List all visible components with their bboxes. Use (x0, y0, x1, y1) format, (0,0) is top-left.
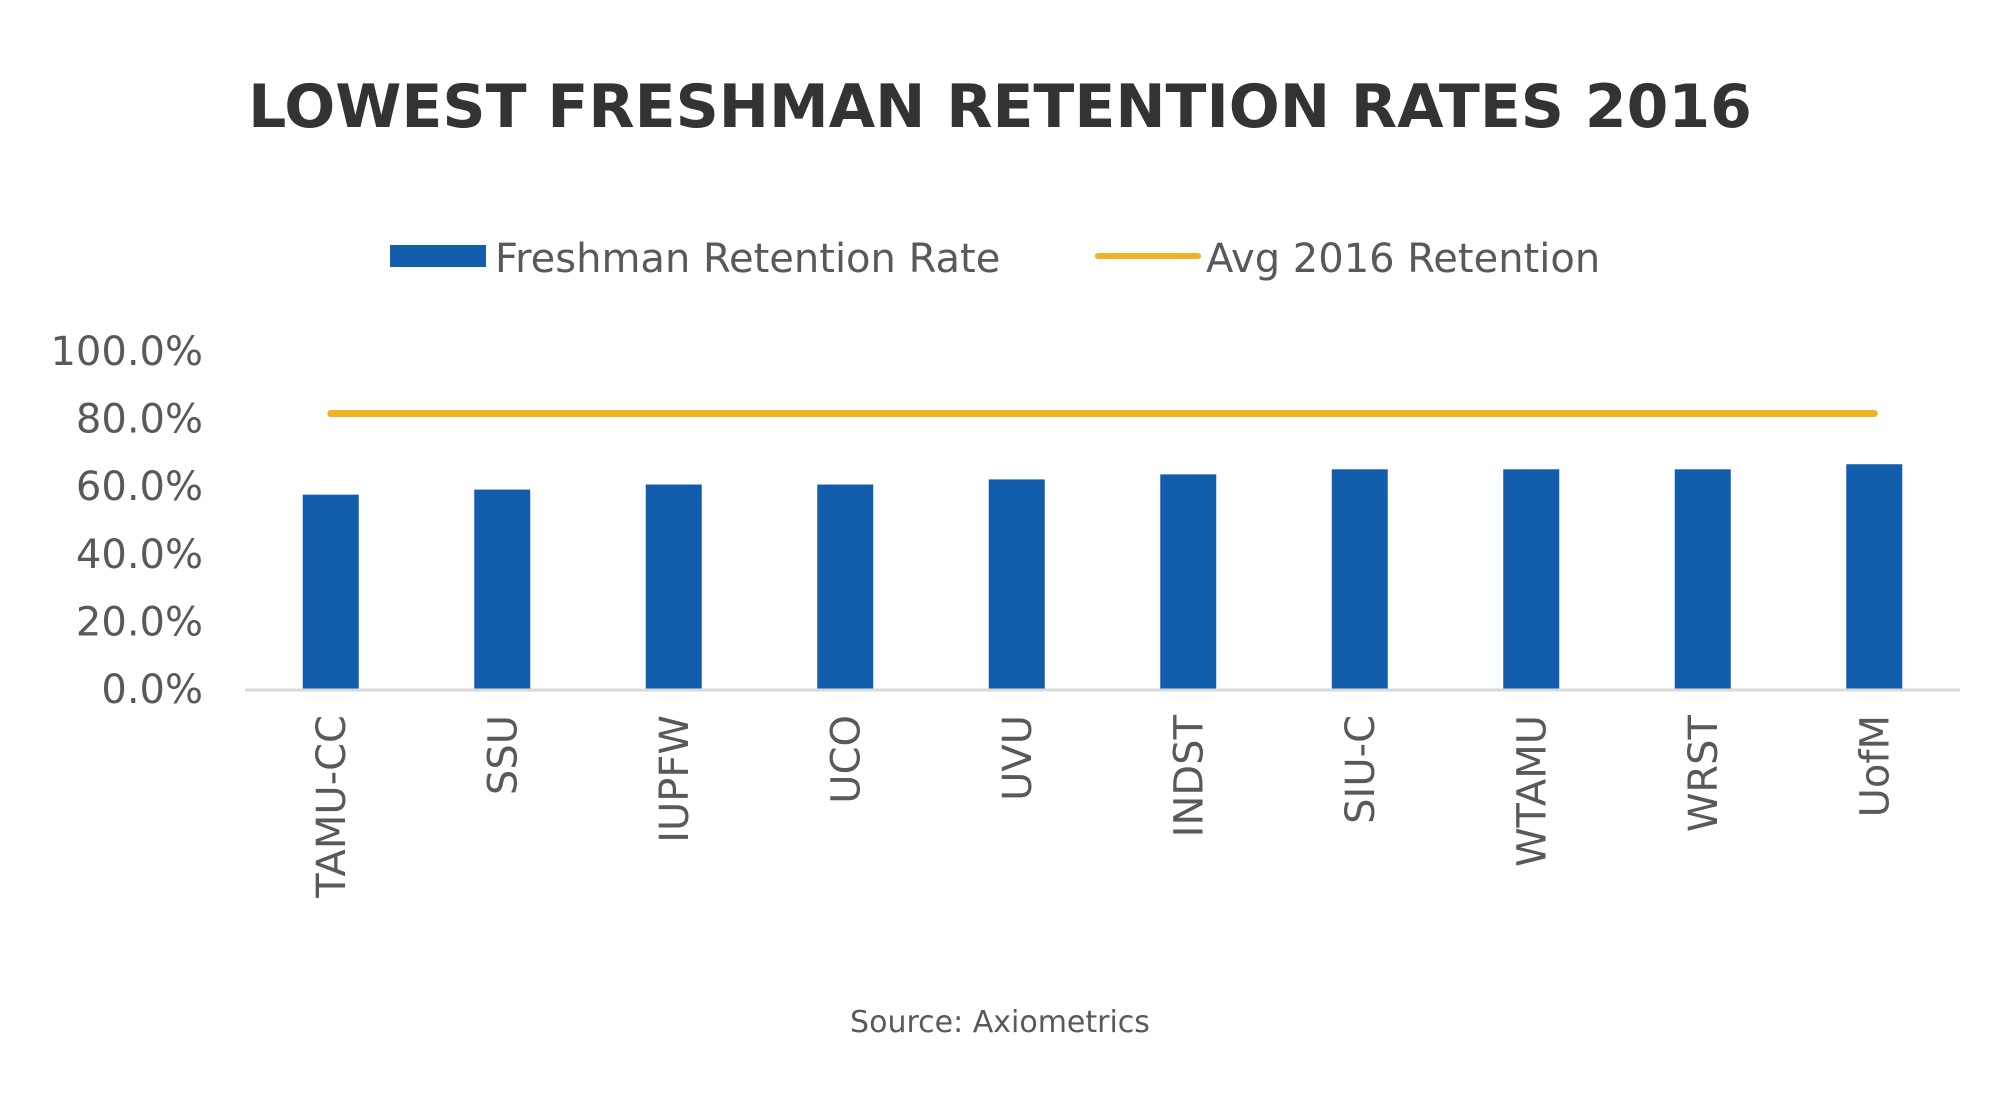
y-tick-label: 0.0% (101, 667, 203, 713)
x-tick-label: UCO (823, 715, 869, 804)
x-tick-label: SSU (480, 715, 526, 795)
bar-series (302, 464, 1903, 689)
legend: Freshman Retention Rate Avg 2016 Retenti… (390, 236, 1600, 282)
bar (1674, 469, 1731, 689)
bar (988, 479, 1045, 689)
bar (1503, 469, 1560, 689)
bar (1331, 469, 1388, 689)
source-note: Source: Axiometrics (850, 1005, 1150, 1040)
bar (474, 489, 531, 689)
y-tick-label: 60.0% (76, 464, 203, 510)
legend-label-bar: Freshman Retention Rate (495, 236, 1000, 282)
x-tick-label: INDST (1166, 714, 1212, 837)
legend-swatch-bar (390, 245, 486, 267)
bar (817, 484, 874, 689)
x-tick-label: UVU (995, 715, 1041, 801)
x-tick-label: WRST (1681, 714, 1727, 832)
y-tick-label: 20.0% (76, 599, 203, 645)
bar (1846, 464, 1903, 689)
y-tick-label: 40.0% (76, 532, 203, 578)
chart-title: LOWEST FRESHMAN RETENTION RATES 2016 (248, 72, 1752, 142)
y-axis: 0.0% 20.0% 40.0% 60.0% 80.0% 100.0% (50, 329, 203, 713)
y-tick-label: 80.0% (76, 397, 203, 443)
bar (645, 484, 702, 689)
legend-label-line: Avg 2016 Retention (1206, 236, 1600, 282)
x-tick-label: SIU-C (1338, 715, 1384, 824)
x-tick-label: WTAMU (1509, 715, 1555, 867)
bar (1160, 474, 1217, 689)
bar (302, 494, 359, 689)
x-axis: TAMU-CC SSU IUPFW UCO UVU INDST SIU-C WTAMU WRST… (309, 714, 1899, 898)
x-tick-label: TAMU-CC (309, 715, 355, 899)
x-tick-label: IUPFW (652, 715, 698, 843)
x-tick-label: UofM (1852, 715, 1898, 817)
y-tick-label: 100.0% (50, 329, 203, 375)
